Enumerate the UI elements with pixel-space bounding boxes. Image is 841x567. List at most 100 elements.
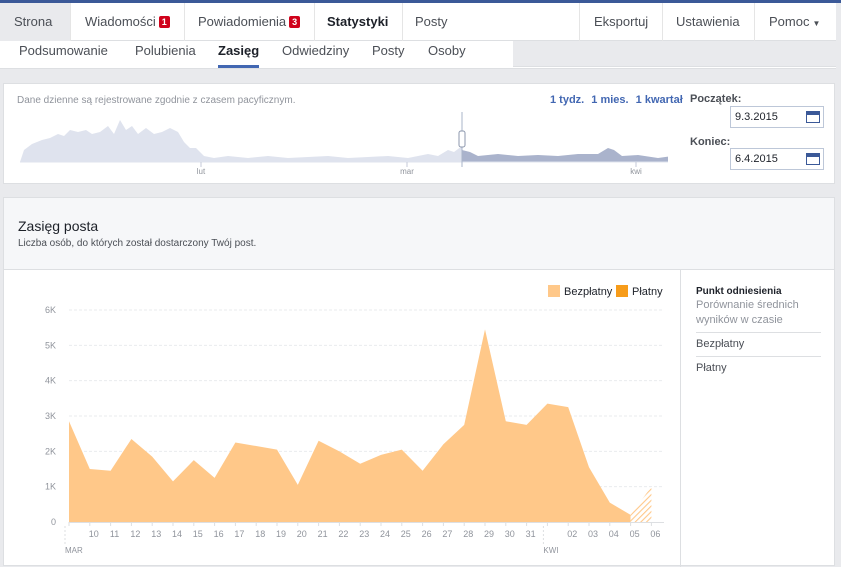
post-reach-subtitle: Liczba osób, do których został dostarczo… [18, 238, 257, 249]
nav-strona-label: Strona [14, 14, 53, 29]
tab-osoby[interactable]: Osoby [428, 43, 466, 58]
overview-month-label: lut [197, 167, 206, 174]
help-menu-button[interactable]: Pomoc ▼ [755, 3, 834, 41]
x-tick-label: 22 [338, 529, 348, 539]
settings-button[interactable]: Ustawienia [662, 3, 755, 41]
settings-label: Ustawienia [676, 14, 740, 29]
x-tick-label: 14 [172, 529, 182, 539]
x-tick-label: 10 [89, 529, 99, 539]
benchmark-panel: Punkt odniesienia Porównanie średnich wy… [680, 270, 834, 567]
month-label: KWI [543, 546, 558, 555]
x-tick-label: 18 [255, 529, 265, 539]
start-date-value: 9.3.2015 [735, 111, 778, 123]
tab-odwiedziny[interactable]: Odwiedziny [282, 43, 350, 58]
calendar-icon[interactable] [806, 153, 820, 165]
messages-count-badge: 1 [158, 16, 170, 28]
export-label: Eksportuj [594, 14, 649, 29]
chevron-down-icon: ▼ [812, 19, 821, 28]
nav-posty-label: Posty [415, 14, 448, 29]
subnav-filler [513, 41, 836, 67]
legend-swatch-paid [616, 285, 628, 297]
chart-areas [69, 329, 652, 522]
timezone-note: Dane dzienne są rejestrowane zgodnie z c… [17, 95, 296, 106]
y-tick-label: 3K [45, 411, 56, 421]
legend-swatch-organic [548, 285, 560, 297]
legend-item-paid[interactable]: Płatny [616, 285, 663, 298]
page-top-nav: Strona Wiadomości 1 Powiadomienia 3 Statys… [0, 3, 836, 41]
calendar-icon[interactable] [806, 111, 820, 123]
organic-reach-area [69, 329, 631, 522]
x-tick-label: 13 [151, 529, 161, 539]
x-tick-label: 23 [359, 529, 369, 539]
post-reach-title: Zasięg posta [18, 218, 99, 234]
overview-sparkline[interactable]: lut mar kwi [18, 112, 668, 174]
nav-wiadomosci-label: Wiadomości [85, 14, 156, 29]
x-tick-label: 24 [380, 529, 390, 539]
x-tick-label: 30 [505, 529, 515, 539]
benchmark-paid[interactable]: Płatny [696, 362, 727, 374]
x-tick-label: 11 [110, 529, 119, 539]
legend-item-organic[interactable]: Bezpłatny [548, 285, 612, 298]
nav-wiadomosci[interactable]: Wiadomości 1 [71, 3, 185, 41]
start-date-input[interactable]: 9.3.2015 [730, 106, 824, 128]
tab-posty[interactable]: Posty [372, 43, 405, 58]
x-tick-label: 12 [130, 529, 140, 539]
partial-day-area [630, 486, 652, 522]
x-tick-label: 21 [318, 529, 328, 539]
tab-podsumowanie[interactable]: Podsumowanie [19, 43, 108, 58]
benchmark-organic[interactable]: Bezpłatny [696, 338, 745, 350]
x-tick-label: 31 [526, 529, 536, 539]
post-reach-header: Zasięg posta Liczba osób, do których zos… [4, 198, 834, 270]
overview-month-label: mar [400, 167, 414, 174]
x-tick-label: 02 [567, 529, 577, 539]
x-tick-label: 28 [463, 529, 473, 539]
y-tick-label: 0 [51, 517, 56, 527]
y-tick-label: 1K [45, 482, 56, 492]
tab-polubienia[interactable]: Polubienia [135, 43, 196, 58]
nav-strona[interactable]: Strona [0, 3, 71, 41]
x-tick-label: 04 [609, 529, 619, 539]
nav-statystyki-label: Statystyki [327, 14, 389, 29]
nav-posty[interactable]: Posty [401, 3, 462, 41]
y-tick-label: 2K [45, 446, 56, 456]
y-tick-label: 5K [45, 340, 56, 350]
post-reach-chart: 0 1K 2K 3K 4K 5K 6K 10 11 12 13 14 15 16 17 18 19 20 21 22… [45, 305, 664, 555]
benchmark-divider [696, 332, 821, 333]
end-date-label: Koniec: [690, 136, 731, 148]
benchmark-title: Punkt odniesienia [696, 286, 782, 297]
x-tick-label: 26 [422, 529, 432, 539]
nav-powiadomienia-label: Powiadomienia [198, 14, 287, 29]
x-tick-label: 20 [297, 529, 307, 539]
start-date-label: Początek: [690, 93, 742, 105]
legend-label-organic: Bezpłatny [564, 286, 613, 298]
help-label: Pomoc [769, 14, 810, 29]
benchmark-divider [696, 356, 821, 357]
x-tick-label: 19 [276, 529, 286, 539]
range-1-month[interactable]: 1 mies. [591, 94, 629, 106]
end-date-input[interactable]: 6.4.2015 [730, 148, 824, 170]
x-axis-ticks: 10 11 12 13 14 15 16 17 18 19 20 21 22 23 24 25 26 27 28 29… [64, 522, 664, 555]
range-1-week[interactable]: 1 tydz. [550, 94, 585, 106]
range-presets: 1 tydz. 1 mies. 1 kwartał [546, 94, 683, 106]
nav-powiadomienia[interactable]: Powiadomienia 3 [184, 3, 316, 41]
export-button[interactable]: Eksportuj [579, 3, 664, 41]
x-tick-label: 03 [588, 529, 598, 539]
x-tick-label: 15 [193, 529, 203, 539]
overview-left-handle[interactable] [458, 112, 466, 167]
x-tick-label: 29 [484, 529, 494, 539]
date-range-card: Dane dzienne są rejestrowane zgodnie z c… [3, 83, 835, 184]
range-1-quarter[interactable]: 1 kwartał [635, 94, 683, 106]
x-tick-label: 05 [630, 529, 640, 539]
top-stripe [0, 0, 841, 3]
post-reach-card: Zasięg posta Liczba osób, do których zos… [3, 197, 835, 567]
month-label: MAR [65, 546, 83, 555]
insights-subnav: Podsumowanie Polubienia Zasięg Odwiedzin… [0, 41, 836, 69]
nav-statystyki[interactable]: Statystyki [313, 3, 404, 41]
tab-zasieg[interactable]: Zasięg [218, 41, 260, 68]
x-tick-label: 17 [234, 529, 244, 539]
notifications-count-badge: 3 [289, 16, 301, 28]
overview-area-selected [462, 148, 668, 162]
y-tick-label: 4K [45, 376, 56, 386]
benchmark-description[interactable]: Porównanie średnich wyników w czasie [696, 299, 799, 326]
overview-month-label: kwi [630, 167, 642, 174]
